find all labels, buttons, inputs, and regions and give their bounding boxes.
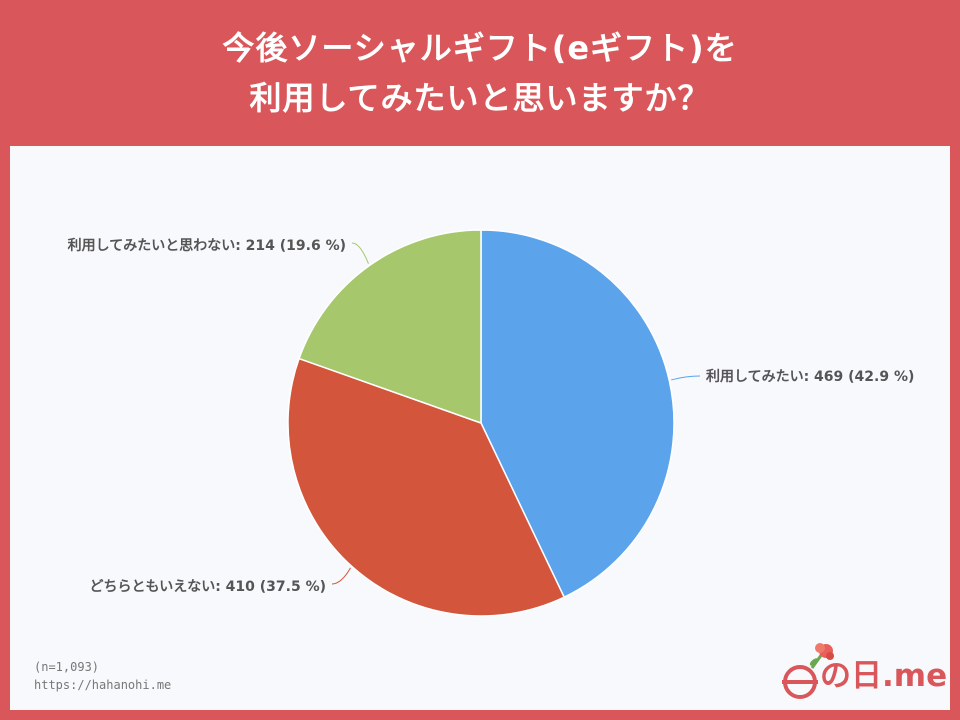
pie-slice-3 [298, 229, 482, 425]
sample-size-note: (n=1,093) [34, 660, 100, 674]
slice-label-1: 利用してみたい: 469 (42.9 %) [706, 368, 914, 385]
carnation-logo-icon [782, 643, 834, 699]
header-banner: 今後ソーシャルギフト(eギフト)を 利用してみたいと思いますか？ [0, 0, 960, 146]
leader-line-2 [331, 567, 351, 585]
chart-panel: 利用してみたい: 469 (42.9 %) どちらともいえない: 410 (37.… [10, 146, 950, 710]
leader-line-1 [671, 375, 701, 381]
footnote: (n=1,093) https://hahanohi.me [34, 658, 171, 694]
pie-slice-1 [480, 229, 675, 599]
source-url: https://hahanohi.me [34, 678, 172, 692]
pie-chart: 利用してみたい: 469 (42.9 %) どちらともいえない: 410 (37.… [68, 229, 914, 617]
chart-title-line2: 利用してみたいと思いますか？ [249, 79, 711, 117]
site-logo: の日.me [774, 642, 948, 702]
slice-label-3: 利用してみたいと思わない: 214 (19.6 %) [68, 237, 346, 254]
chart-title-line1: 今後ソーシャルギフト(eギフト)を [222, 29, 738, 67]
logo-text: の日.me [820, 658, 948, 694]
pie-slice-2 [287, 357, 566, 617]
leader-line-3 [351, 242, 369, 264]
slice-label-2: どちらともいえない: 410 (37.5 %) [89, 579, 326, 595]
